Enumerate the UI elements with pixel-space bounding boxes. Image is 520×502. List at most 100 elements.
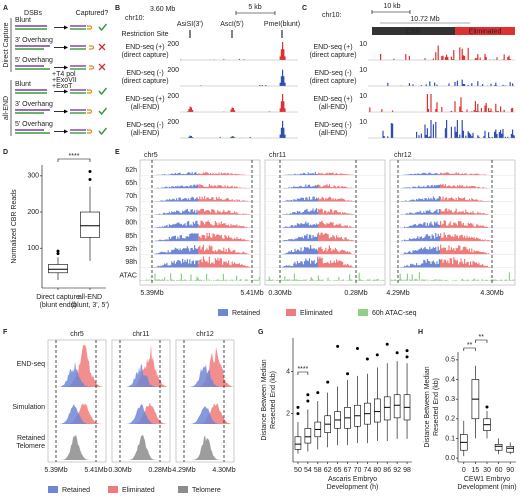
signal-track <box>152 258 199 268</box>
signal-track <box>398 184 442 189</box>
signal-track <box>152 220 199 228</box>
simulation-track <box>112 404 170 424</box>
signal-track <box>198 172 254 176</box>
region-label: CBR <box>406 28 421 35</box>
box <box>506 445 514 453</box>
outlier <box>336 344 340 348</box>
captured-mark <box>98 87 108 96</box>
signal-track <box>368 45 515 60</box>
captured-mark <box>98 107 108 116</box>
signal-track <box>440 220 493 228</box>
arrow-head <box>64 89 68 94</box>
x-tick-label: 67 <box>344 467 352 474</box>
simulation-track <box>48 403 106 424</box>
y-axis-label: Resected End (kb) <box>433 378 440 436</box>
panel-label: F <box>3 329 8 336</box>
not-captured-mark <box>98 43 106 51</box>
signal-track <box>198 184 254 189</box>
x-tick-label: 86 <box>383 467 391 474</box>
outlier <box>346 372 350 376</box>
track-frame <box>111 339 171 463</box>
coordinate-label: 4.29Mb <box>386 290 409 297</box>
coordinate: 3.60 Mb <box>150 6 175 13</box>
y-tick-label: 2 <box>286 411 290 418</box>
signal-track <box>440 244 493 255</box>
coordinate-label: 0.30Mb <box>268 290 291 297</box>
y-axis-label: Distance Between Median <box>261 359 268 440</box>
x-axis-label: Development (min) <box>457 484 516 491</box>
signal-track <box>198 232 254 242</box>
outlier <box>316 391 320 395</box>
signal-track <box>318 232 357 242</box>
simulation-track <box>48 404 106 424</box>
outlier <box>395 351 399 355</box>
coordinate-label: 5.41Mb <box>240 290 263 297</box>
signal-track <box>318 220 357 228</box>
outlier <box>56 252 60 256</box>
signal-track <box>318 256 357 268</box>
x-tick-label: 50 <box>294 467 302 474</box>
chromosome-label: chr12 <box>196 331 214 338</box>
row-label: 80h <box>125 220 137 227</box>
legend-label: Telomere <box>192 487 221 494</box>
track-sample: (all-END) <box>131 104 160 111</box>
region-eliminated <box>455 27 515 35</box>
track-scale: 200 <box>167 41 179 48</box>
coordinate-label: 4.29Mb <box>172 467 195 474</box>
coordinate-label: 4.30Mb <box>480 290 503 297</box>
legend-swatch <box>286 309 296 316</box>
telomere-track <box>48 434 106 460</box>
track-name: END-seq (+) <box>125 44 164 51</box>
signal-track <box>152 171 199 176</box>
signal-track <box>318 184 357 189</box>
outlier <box>385 342 389 346</box>
significance-bracket <box>463 347 476 351</box>
track-sample: (all-END) <box>319 130 348 137</box>
signal-track <box>280 184 319 189</box>
signal-track <box>318 208 357 215</box>
x-tick-label: 60 <box>495 467 503 474</box>
y-tick-label: 300 <box>27 173 39 180</box>
signal-track <box>398 246 442 255</box>
captured-mark <box>98 127 108 136</box>
outlier <box>306 393 310 397</box>
panel-label: C <box>302 5 307 12</box>
track-name: END-seq (-) <box>314 70 351 77</box>
signal-track <box>398 258 442 268</box>
signal-track <box>398 221 442 228</box>
site-label: PmeI(blunt) <box>264 21 300 28</box>
dsb-label: 3' Overhang <box>15 37 53 44</box>
significance-label: **** <box>297 366 308 373</box>
row-label: ATAC <box>119 272 137 279</box>
atac-track <box>140 273 260 281</box>
column-header: Captured? <box>76 10 109 17</box>
signal-track <box>280 221 319 228</box>
signal-track <box>152 245 199 255</box>
signal-track <box>318 196 357 202</box>
signal-track <box>198 256 254 268</box>
track-scale: 10 <box>359 67 367 74</box>
adapter <box>89 65 95 70</box>
signal-track <box>368 79 515 86</box>
track-scale: 200 <box>167 93 179 100</box>
signal-track <box>440 196 493 202</box>
chromosome-label: chr11 <box>133 331 150 338</box>
track-name: END-seq (-) <box>126 70 163 77</box>
signal-track <box>280 196 319 202</box>
x-tick-label: 80 <box>373 467 381 474</box>
signal-track <box>398 172 442 176</box>
dsb-label: 3' Overhang <box>15 101 53 108</box>
adapter <box>87 109 93 114</box>
arrow-head <box>64 65 68 70</box>
signal-track <box>398 196 442 202</box>
simulation-track <box>112 402 170 424</box>
x-tick-label: 70 <box>354 467 362 474</box>
adapter <box>87 25 93 30</box>
signal-track <box>280 171 319 176</box>
legend-swatch <box>358 309 368 316</box>
signal-track <box>368 94 515 112</box>
chromosome-label: chr5 <box>144 152 158 159</box>
x-tick-label: 92 <box>393 467 401 474</box>
significance-label: ** <box>467 342 473 349</box>
